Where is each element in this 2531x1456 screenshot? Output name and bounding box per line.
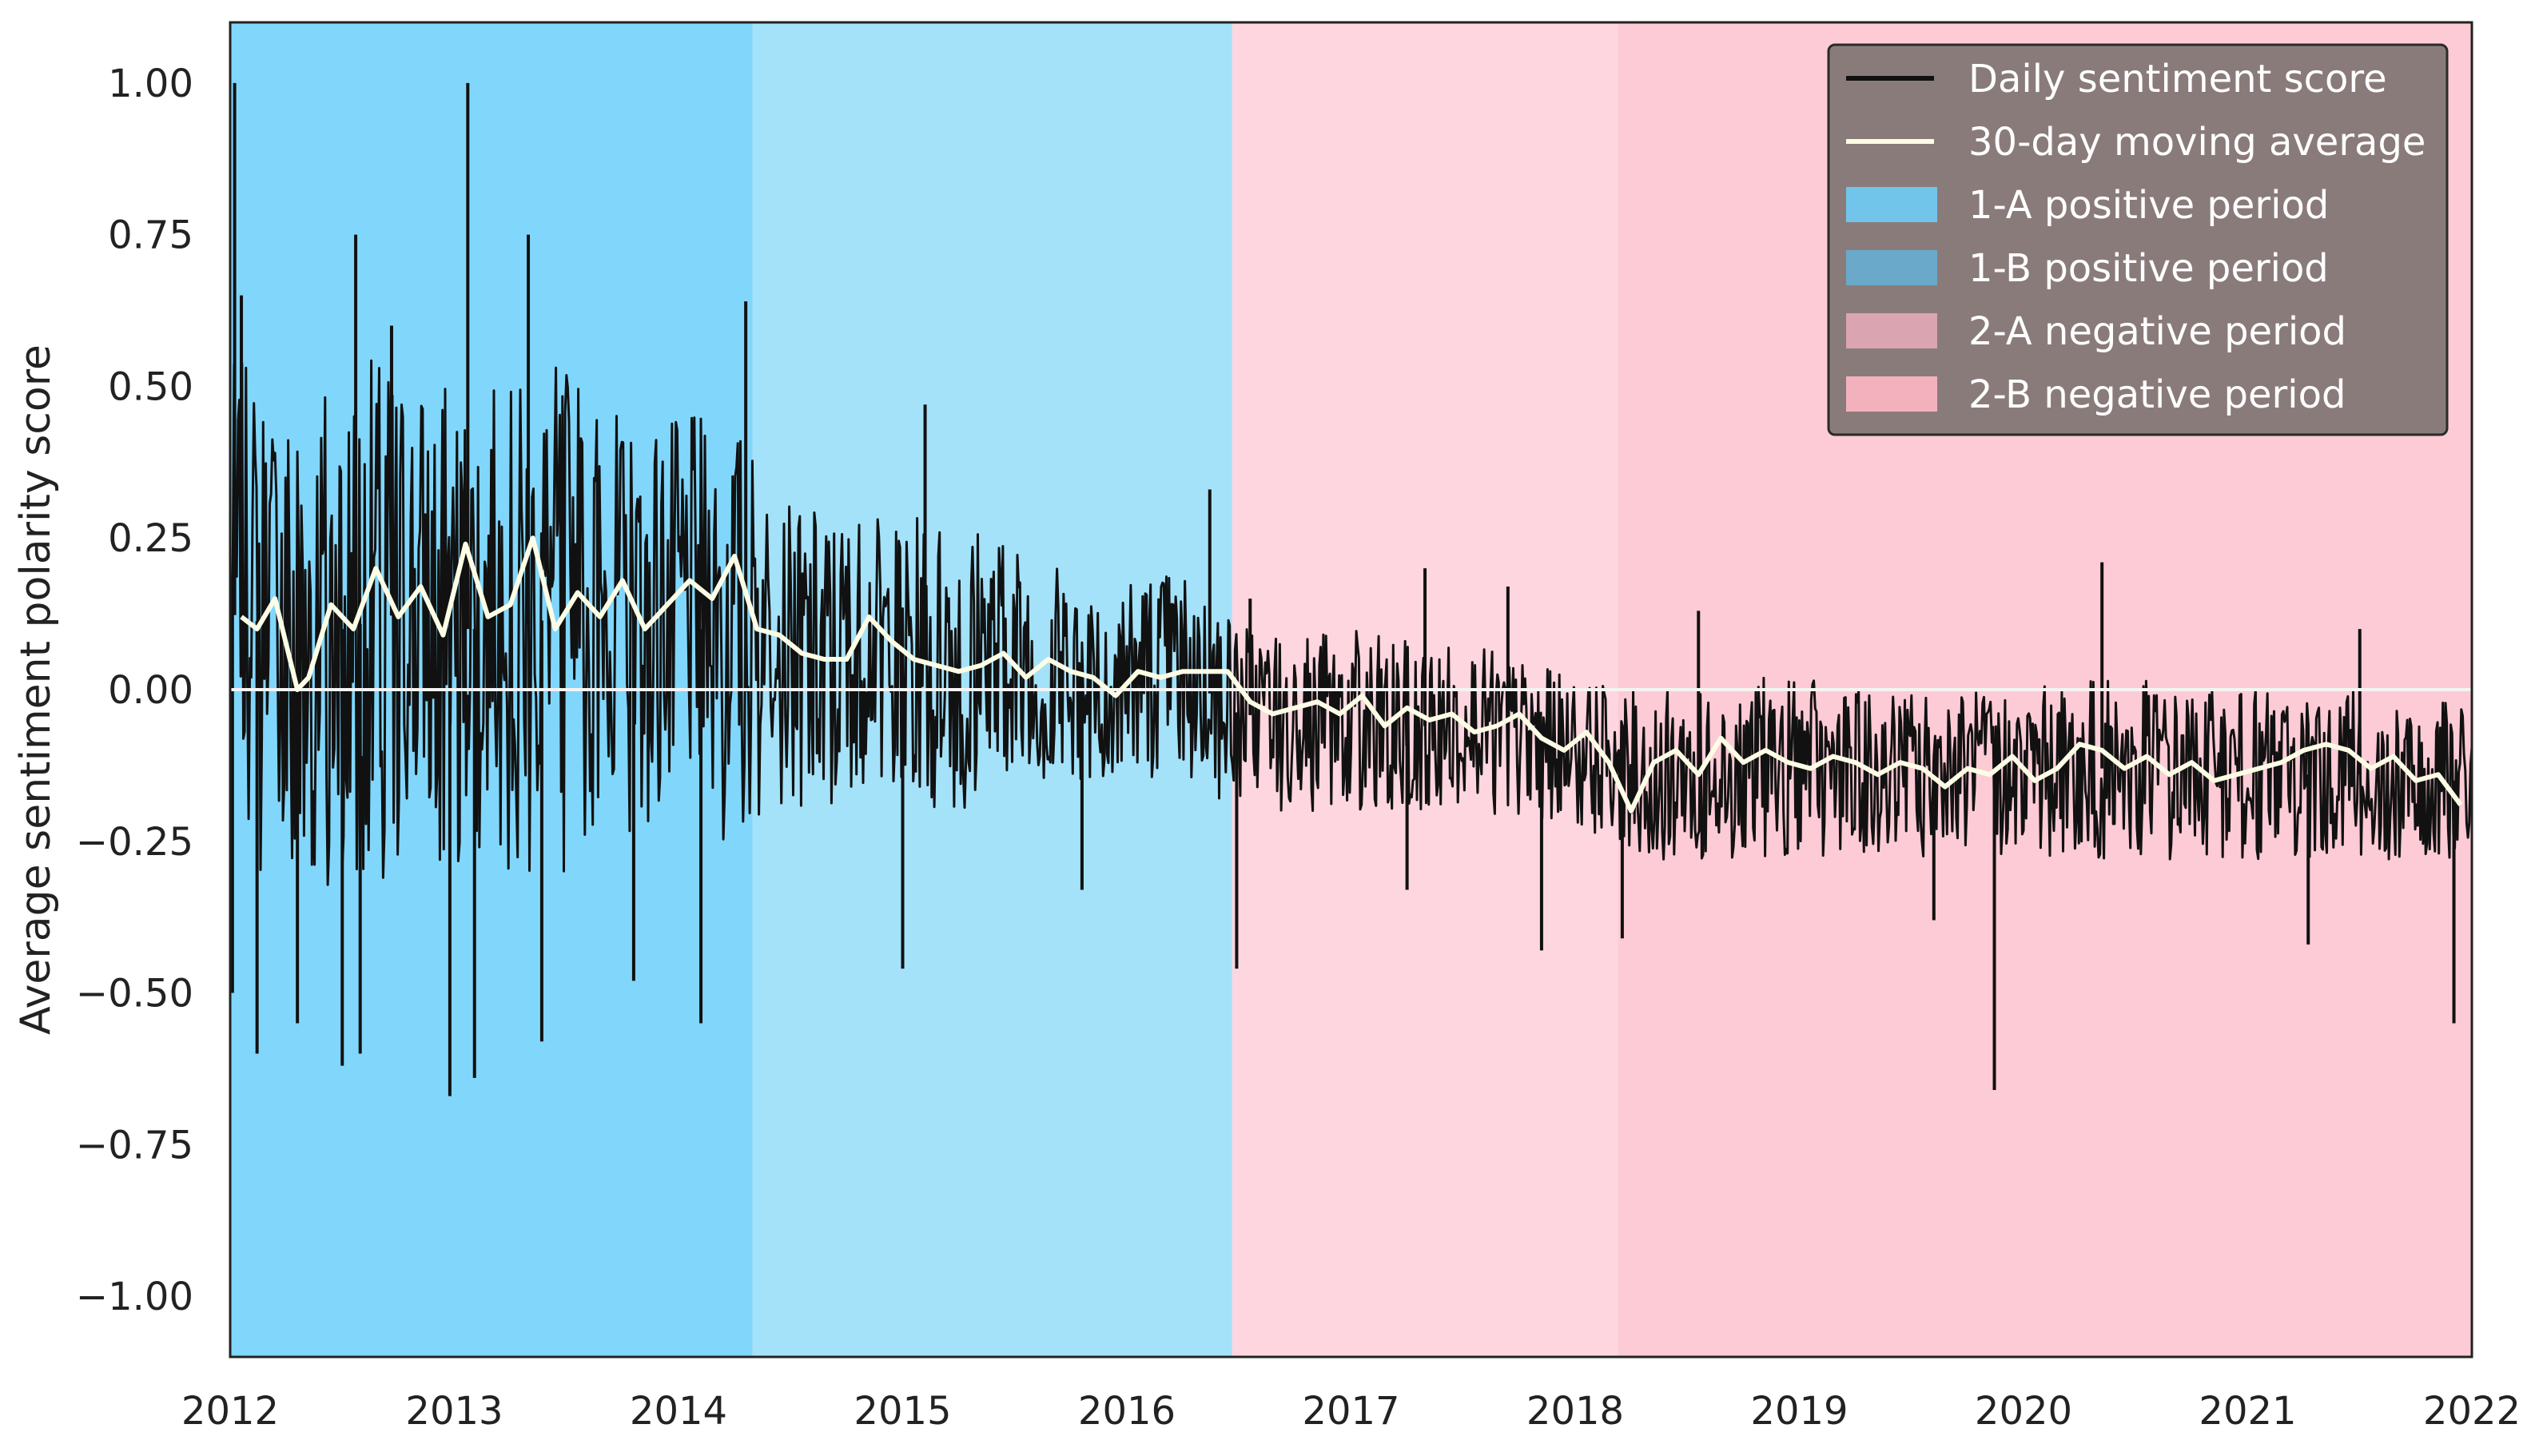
y-tick-label-5: −0.25 xyxy=(76,820,193,865)
x-tick-label-2014: 2014 xyxy=(630,1389,727,1434)
legend-label-1: Daily sentiment score xyxy=(1968,57,2387,101)
x-tick-label-2017: 2017 xyxy=(1302,1389,1399,1434)
y-tick-label-4: 0.00 xyxy=(108,668,193,713)
y-tick-label-8: −1.00 xyxy=(76,1275,193,1319)
moving-average-series xyxy=(240,535,2463,814)
plot-frame xyxy=(229,21,2473,1359)
x-tick-label-2022: 2022 xyxy=(2423,1389,2521,1434)
x-axis-ticks: 2012 2013 2014 2015 2016 2017 2018 2019 2020 2021… xyxy=(181,1389,2521,1434)
y-tick-label-7: −0.75 xyxy=(76,1123,193,1168)
x-tick-label-2018: 2018 xyxy=(1526,1389,1624,1434)
x-tick-label-2015: 2015 xyxy=(854,1389,951,1434)
y-tick-label-3: 0.25 xyxy=(108,516,193,561)
legend-label-2: 30-day moving average xyxy=(1968,120,2426,165)
legend-label-4: 1-B positive period xyxy=(1968,246,2329,291)
legend-swatch-5 xyxy=(1846,313,1937,348)
x-tick-label-2013: 2013 xyxy=(405,1389,503,1434)
legend: Daily sentiment score 30-day moving avera… xyxy=(1827,43,2449,436)
daily-sentiment-series xyxy=(229,82,2473,1096)
y-tick-label-0: 1.00 xyxy=(108,62,193,106)
legend-label-6: 2-B negative period xyxy=(1968,372,2346,417)
moving-average-line xyxy=(240,535,2463,814)
legend-label-5: 2-A negative period xyxy=(1968,309,2346,354)
y-tick-label-6: −0.50 xyxy=(76,972,193,1016)
y-axis-ticks: 1.00 0.75 0.50 0.25 0.00 −0.25 −0.50 −0.75 −1.00 xyxy=(76,62,193,1319)
legend-swatch-3 xyxy=(1846,187,1937,222)
x-tick-label-2021: 2021 xyxy=(2199,1389,2296,1434)
legend-label-3: 1-A positive period xyxy=(1968,183,2329,228)
x-tick-label-2020: 2020 xyxy=(1975,1389,2072,1434)
legend-box xyxy=(1827,43,2449,436)
y-tick-label-1: 0.75 xyxy=(108,213,193,258)
daily-sentiment-line xyxy=(229,359,2473,886)
legend-swatch-4 xyxy=(1846,250,1937,285)
x-tick-label-2016: 2016 xyxy=(1078,1389,1176,1434)
legend-swatch-6 xyxy=(1846,376,1937,412)
x-tick-label-2019: 2019 xyxy=(1750,1389,1848,1434)
y-axis-title: Average sentiment polarity score xyxy=(12,344,60,1035)
y-tick-label-2: 0.50 xyxy=(108,364,193,409)
x-tick-label-2012: 2012 xyxy=(181,1389,279,1434)
